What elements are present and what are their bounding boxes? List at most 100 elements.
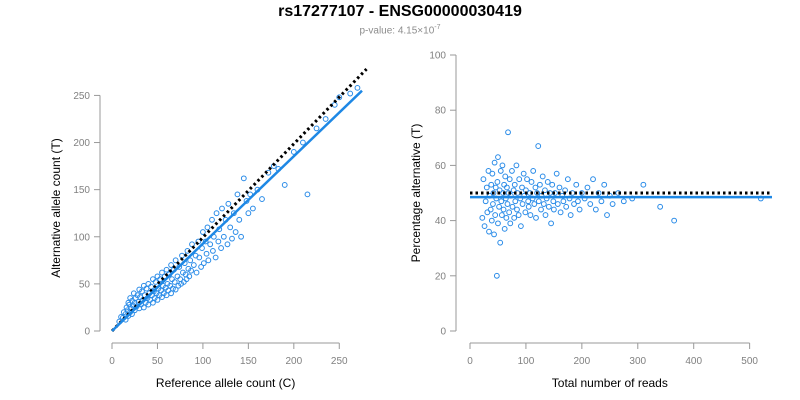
left-data-point xyxy=(331,101,338,108)
right-y-tick-label: 0 xyxy=(440,327,446,338)
left-data-point xyxy=(250,205,256,212)
p-value-exponent: -7 xyxy=(434,24,441,31)
left-data-point xyxy=(154,273,161,280)
right-data-point xyxy=(494,179,501,185)
left-data-point xyxy=(163,266,170,273)
right-data-point xyxy=(560,198,567,205)
left-x-tick-label: 0 xyxy=(109,356,115,367)
right-data-point xyxy=(550,198,557,205)
left-data-point xyxy=(148,283,154,290)
right-data-point xyxy=(519,201,526,207)
left-data-point xyxy=(259,196,265,202)
left-x-tick-label: 250 xyxy=(331,356,348,367)
left-data-point xyxy=(220,233,227,240)
right-data-point xyxy=(488,217,495,224)
right-data-point xyxy=(595,190,602,196)
right-data-point xyxy=(538,206,544,213)
right-data-point xyxy=(604,212,610,218)
right-data-point xyxy=(575,198,581,205)
right-data-point xyxy=(571,201,577,207)
right-data-point xyxy=(485,168,492,174)
right-data-point xyxy=(657,203,664,210)
right-data-point xyxy=(556,184,563,191)
left-data-point xyxy=(170,285,176,292)
left-data-point xyxy=(212,254,219,261)
left-y-tick-label: 100 xyxy=(73,232,90,243)
right-x-tick-label: 0 xyxy=(467,356,473,367)
right-data-point xyxy=(493,272,500,279)
right-data-point xyxy=(530,168,537,174)
right-data-point xyxy=(502,173,509,180)
right-data-point xyxy=(609,201,616,207)
left-data-point xyxy=(290,149,297,155)
right-data-point xyxy=(545,203,552,210)
right-data-point xyxy=(501,225,508,232)
right-data-point xyxy=(492,184,499,191)
right-data-point xyxy=(590,176,596,183)
right-data-point xyxy=(509,203,516,210)
right-data-point xyxy=(537,181,543,188)
right-data-point xyxy=(671,217,678,224)
right-data-point xyxy=(524,176,530,183)
right-data-point xyxy=(482,198,489,205)
right-data-point xyxy=(483,184,490,191)
right-data-point xyxy=(567,212,574,218)
right-data-point xyxy=(504,201,511,207)
right-y-tick-label: 40 xyxy=(435,216,447,227)
left-data-point xyxy=(200,229,206,235)
right-data-point xyxy=(525,198,532,205)
right-y-axis-label: Percentage alternative (T) xyxy=(409,124,423,263)
left-y-tick-label: 50 xyxy=(79,279,91,290)
right-data-point xyxy=(557,209,564,216)
left-x-axis-label: Reference allele count (C) xyxy=(156,376,295,390)
left-data-point xyxy=(172,286,179,293)
left-data-point xyxy=(300,139,306,146)
right-data-point xyxy=(531,201,538,207)
right-data-point xyxy=(533,214,539,221)
left-y-tick-label: 0 xyxy=(84,327,90,338)
right-data-point xyxy=(527,212,534,218)
left-data-point xyxy=(198,264,204,270)
right-data-point xyxy=(491,231,497,238)
left-data-point xyxy=(304,191,311,198)
left-data-point xyxy=(225,200,232,207)
right-data-point xyxy=(540,201,547,207)
right-data-point xyxy=(592,206,599,213)
right-data-point xyxy=(507,220,514,227)
right-data-point xyxy=(499,162,506,169)
left-data-point xyxy=(168,262,174,268)
left-data-point xyxy=(171,279,178,285)
right-data-point xyxy=(535,143,542,149)
left-data-point xyxy=(215,238,222,245)
right-data-point xyxy=(506,209,513,216)
left-data-point xyxy=(203,250,210,257)
p-value-text: p-value: 4.15×10 xyxy=(359,25,435,37)
left-data-point xyxy=(179,252,185,259)
left-y-tick-label: 150 xyxy=(73,185,90,196)
right-data-point xyxy=(548,220,554,227)
right-data-point xyxy=(563,203,570,210)
left-data-point xyxy=(219,205,225,212)
chart-title: rs17277107 - ENSG00000030419 xyxy=(278,3,522,20)
right-data-point xyxy=(512,198,519,205)
right-x-tick-label: 400 xyxy=(685,356,702,367)
right-y-tick-label: 100 xyxy=(429,51,446,62)
left-data-point xyxy=(202,238,209,245)
right-data-point xyxy=(498,212,505,218)
left-y-tick-label: 250 xyxy=(73,91,90,102)
right-data-point xyxy=(479,214,486,221)
left-data-point xyxy=(187,257,194,264)
right-data-point xyxy=(506,176,513,183)
left-data-point xyxy=(347,90,354,97)
left-data-point xyxy=(227,224,234,231)
left-x-tick-label: 100 xyxy=(195,356,212,367)
left-data-point xyxy=(174,273,181,280)
right-data-point xyxy=(480,176,487,183)
right-data-point xyxy=(497,239,504,246)
right-data-point xyxy=(488,181,495,188)
left-data-point xyxy=(188,267,194,274)
left-data-point xyxy=(186,273,193,280)
left-data-point xyxy=(322,116,329,122)
left-data-point xyxy=(145,280,152,287)
left-data-point xyxy=(236,216,243,223)
